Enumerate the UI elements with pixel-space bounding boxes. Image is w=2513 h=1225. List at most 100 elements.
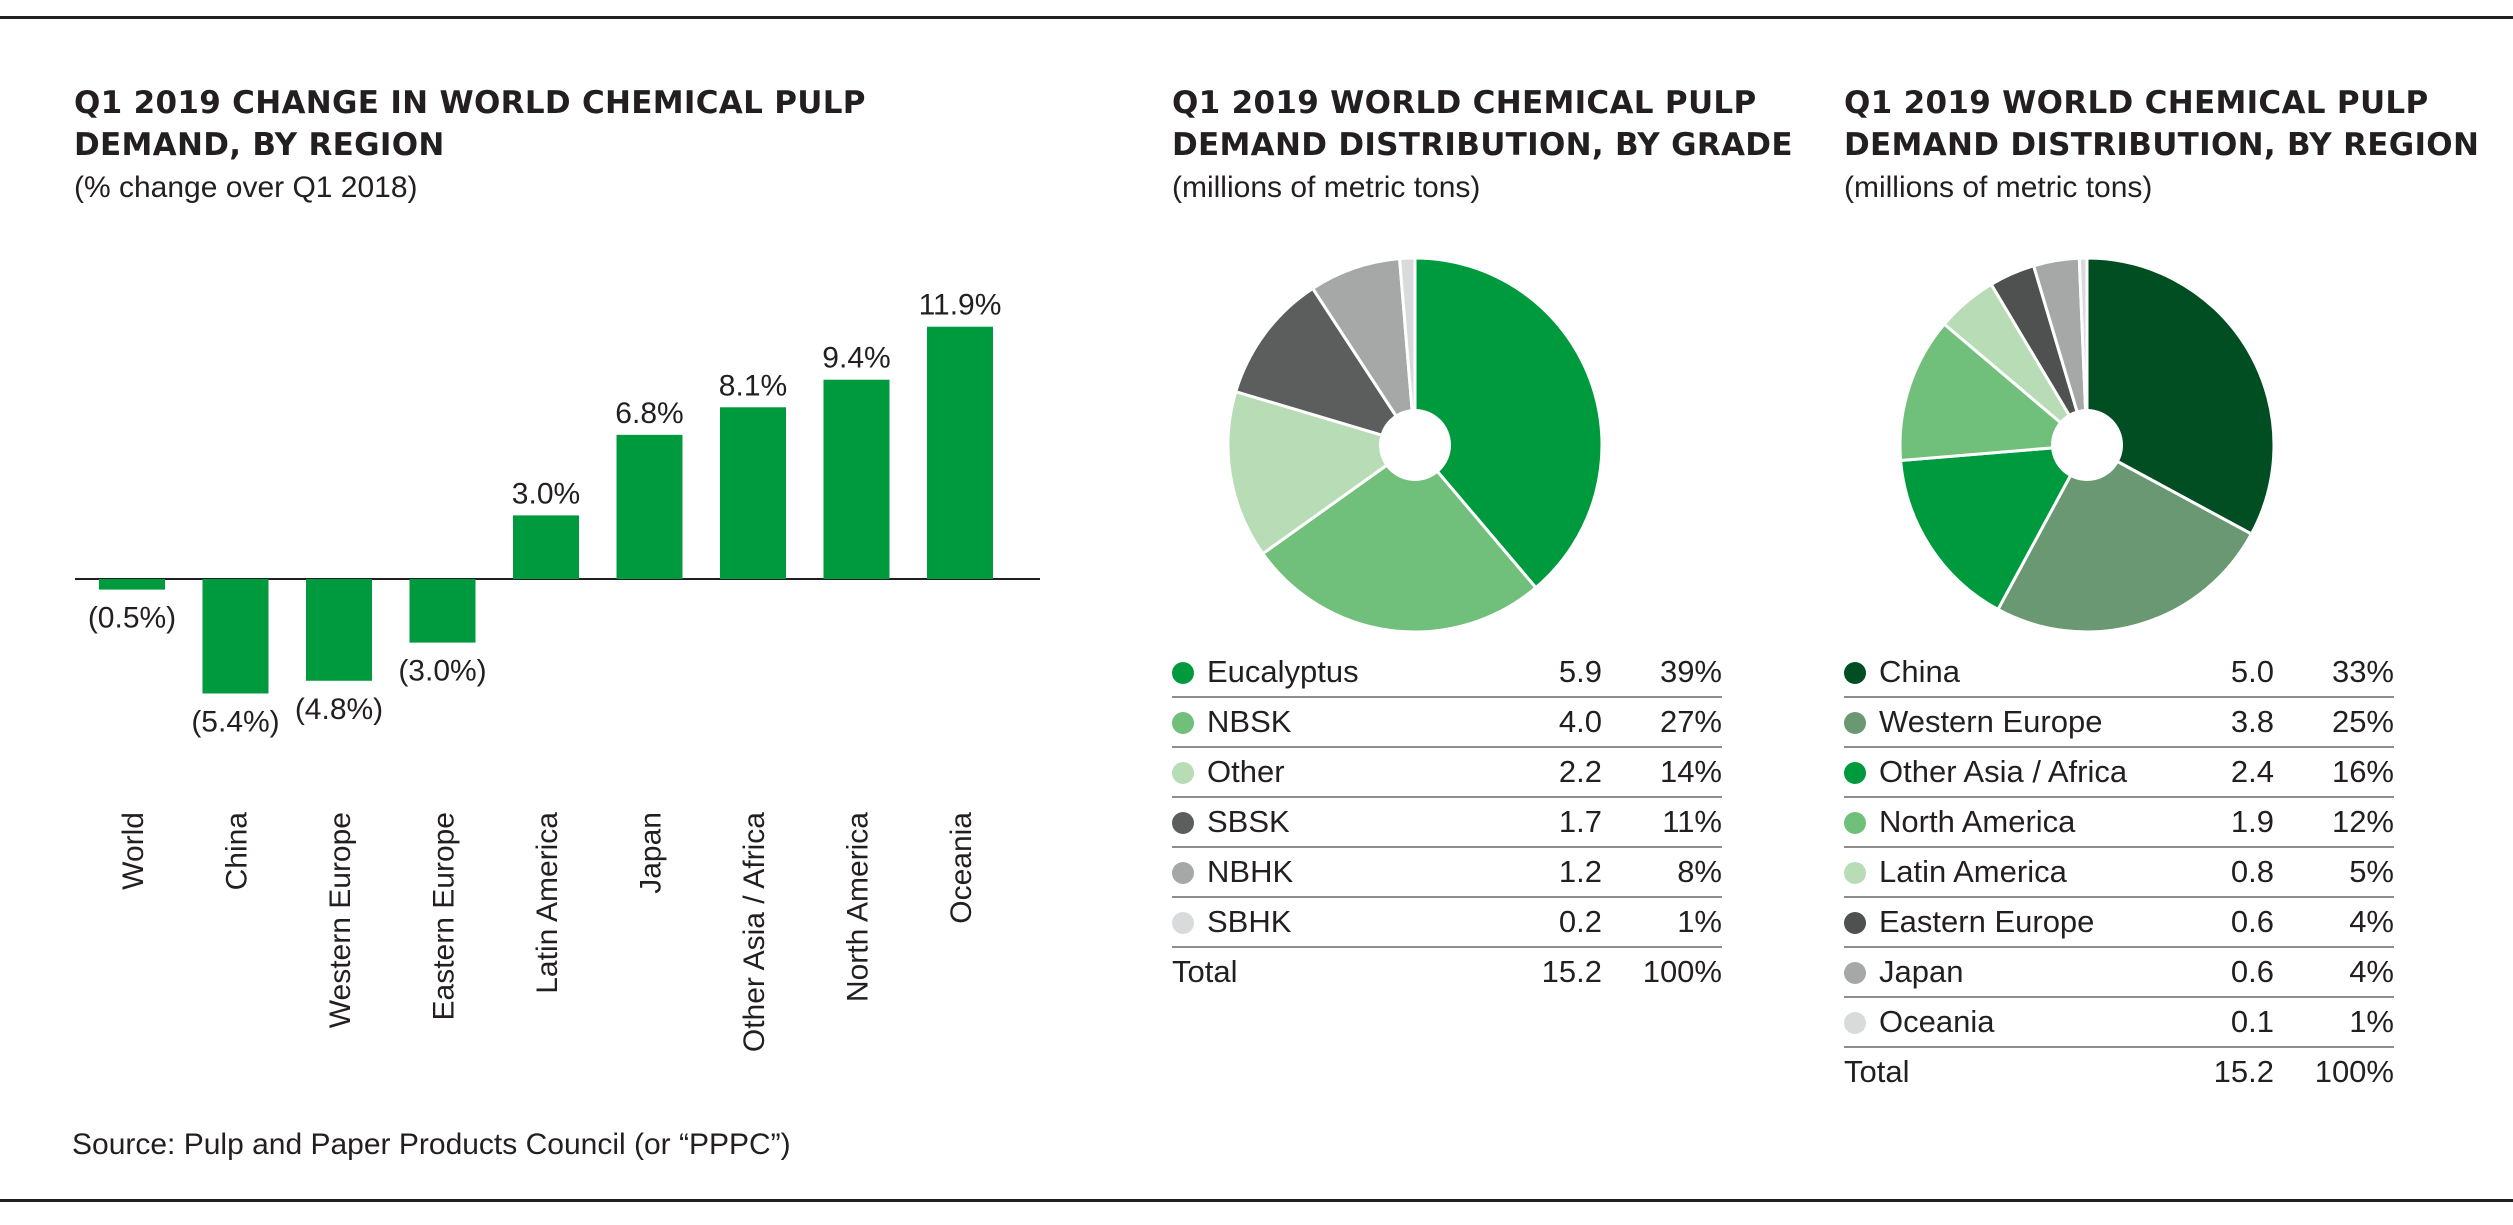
legend-percent: 16% [2274, 747, 2394, 798]
region-pie-title: Q1 2019 WORLD CHEMICAL PULP DEMAND DISTR… [1844, 85, 2480, 163]
legend-percent: 11% [1602, 797, 1722, 848]
legend-total-percent: 100% [2314, 1054, 2394, 1089]
legend-row: Western Europe 3.8 25% [1844, 697, 2394, 748]
region-legend-table: China 5.0 33% Western Europe 3.8 25% Other Asi… [1844, 648, 2394, 1096]
bar [720, 407, 786, 579]
bar-category-label: Japan [635, 812, 668, 894]
bar-value-label: 3.0% [512, 477, 580, 510]
legend-value: 0.6 [2174, 947, 2274, 998]
legend-total-percent: 100% [1642, 954, 1722, 989]
legend-label: Latin America [1879, 854, 2067, 889]
legend-row: North America 1.9 12% [1844, 797, 2394, 848]
legend-row: Japan 0.6 4% [1844, 947, 2394, 998]
legend-row: NBSK 4.0 27% [1172, 697, 1722, 748]
bar [409, 579, 476, 643]
bar-value-label: 6.8% [615, 397, 683, 430]
bar-chart-title: Q1 2019 CHANGE IN WORLD CHEMICAL PULP DE… [74, 85, 866, 163]
bar-value-label: (3.0%) [398, 655, 486, 688]
legend-label: Eastern Europe [1879, 904, 2095, 939]
legend-percent: 39% [1602, 648, 1722, 698]
pie-slice [1233, 286, 1419, 448]
legend-row: Other 2.2 14% [1172, 747, 1722, 798]
grade-pie-title: Q1 2019 WORLD CHEMICAL PULP DEMAND DISTR… [1172, 85, 1793, 163]
legend-value: 3.8 [2174, 697, 2274, 748]
pie-slice [1899, 443, 2090, 612]
legend-value: 0.2 [1502, 897, 1602, 948]
grade-legend-table: Eucalyptus 5.9 39% NBSK 4.0 27% Other 2.2 14% SBS… [1172, 648, 1722, 996]
legend-total-label: Total [1172, 954, 1238, 989]
legend-swatch [1172, 862, 1194, 884]
legend-value: 5.9 [1502, 648, 1602, 698]
bar-value-label: (4.8%) [295, 693, 383, 726]
legend-value: 2.4 [2174, 747, 2274, 798]
legend-percent: 14% [1602, 747, 1722, 798]
pie-center-hole [1379, 409, 1451, 481]
legend-percent: 8% [1602, 847, 1722, 898]
legend-label: SBSK [1207, 804, 1290, 839]
legend-row: Oceania 0.1 1% [1844, 997, 2394, 1048]
bar [99, 579, 165, 590]
legend-value: 0.8 [2174, 847, 2274, 898]
bar-category-label: China [221, 812, 254, 891]
pie-center-hole [2051, 409, 2123, 481]
legend-swatch [1172, 912, 1194, 934]
legend-value: 0.1 [2174, 997, 2274, 1048]
region-pie-subtitle: (millions of metric tons) [1844, 171, 2153, 204]
grade-pie-subtitle: (millions of metric tons) [1172, 171, 1481, 204]
legend-value: 0.6 [2174, 897, 2274, 948]
legend-percent: 5% [2274, 847, 2394, 898]
legend-swatch [1172, 662, 1194, 684]
legend-value: 4.0 [1502, 697, 1602, 748]
pie-slice [1260, 442, 1538, 634]
pie-slice [2085, 256, 2276, 537]
legend-row: Other Asia / Africa 2.4 16% [1844, 747, 2394, 798]
legend-label: Japan [1879, 954, 1964, 989]
legend-swatch [1844, 762, 1866, 784]
pie-slice [2077, 256, 2089, 446]
region-pie-chart [1898, 256, 2276, 634]
bar-chart: (0.5%) World (5.4%) China (4.8%) Western Euro… [75, 289, 1040, 1052]
legend-swatch [1844, 912, 1866, 934]
bar-category-label: Western Europe [324, 812, 357, 1028]
legend-label: NBHK [1207, 854, 1294, 889]
bar-category-label: World [117, 812, 150, 890]
bar [616, 434, 683, 579]
bar-category-label: Oceania [945, 812, 978, 924]
legend-swatch [1172, 812, 1194, 834]
legend-label: Oceania [1879, 1004, 1995, 1039]
grade-pie-chart [1226, 256, 1604, 634]
legend-value: 1.9 [2174, 797, 2274, 848]
legend-swatch [1172, 712, 1194, 734]
legend-percent: 4% [2274, 897, 2394, 948]
pie-slice [1898, 322, 2091, 463]
bar-value-label: (5.4%) [191, 705, 279, 738]
legend-label: Eucalyptus [1207, 654, 1359, 689]
legend-total-row: Total 15.2 100% [1172, 947, 1722, 996]
bar-value-label: 8.1% [719, 369, 787, 402]
bar-value-label: 11.9% [919, 289, 1002, 322]
pie-slice [1413, 256, 1604, 590]
legend-row: SBHK 0.2 1% [1172, 897, 1722, 948]
legend-swatch [1844, 712, 1866, 734]
bar-value-label: 9.4% [822, 342, 890, 375]
legend-swatch [1844, 962, 1866, 984]
legend-swatch [1172, 762, 1194, 784]
bar-category-label: Eastern Europe [428, 812, 461, 1020]
legend-percent: 27% [1602, 697, 1722, 748]
legend-row: SBSK 1.7 11% [1172, 797, 1722, 848]
legend-value: 1.2 [1502, 847, 1602, 898]
legend-percent: 1% [2274, 997, 2394, 1048]
legend-percent: 4% [2274, 947, 2394, 998]
legend-total-value: 15.2 [1541, 954, 1602, 989]
bar [513, 515, 579, 579]
legend-row: Eastern Europe 0.6 4% [1844, 897, 2394, 948]
bottom-rule [0, 1199, 2513, 1202]
legend-label: Western Europe [1879, 704, 2103, 739]
legend-value: 1.7 [1502, 797, 1602, 848]
legend-total-row: Total 15.2 100% [1844, 1047, 2394, 1096]
bar-category-label: Latin America [531, 812, 564, 994]
legend-percent: 25% [2274, 697, 2394, 748]
legend-row: NBHK 1.2 8% [1172, 847, 1722, 898]
bar-category-label: North America [842, 812, 875, 1002]
legend-label: China [1879, 654, 1960, 689]
